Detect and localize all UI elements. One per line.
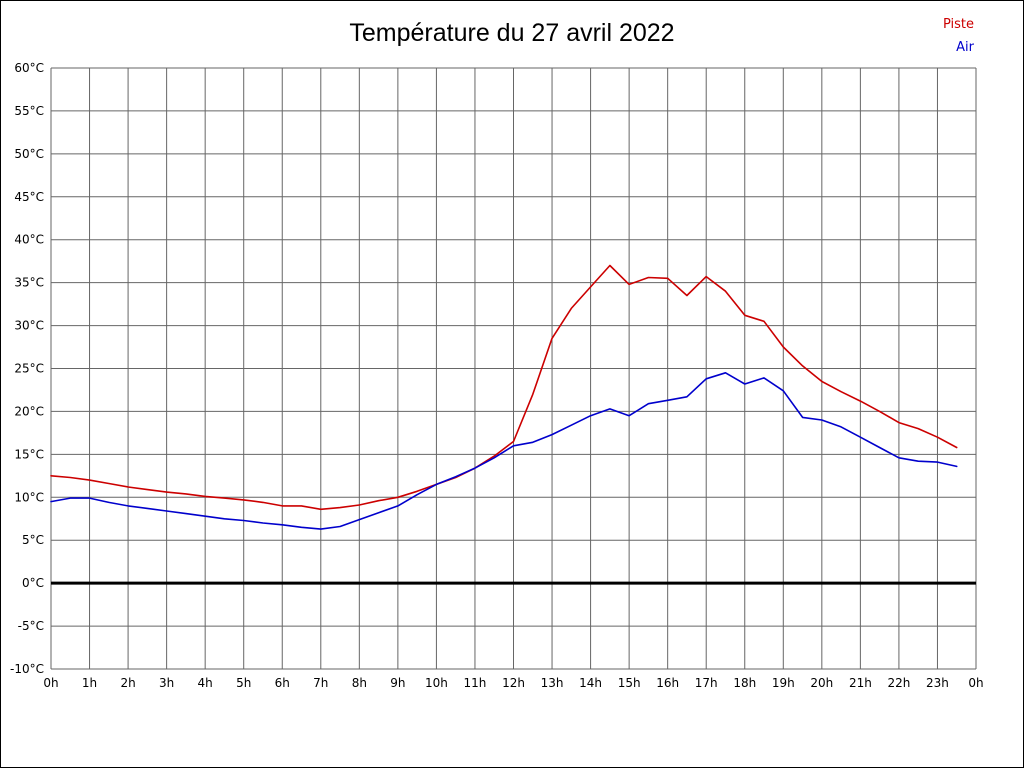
x-tick-label: 9h: [390, 676, 405, 690]
x-tick-label: 6h: [275, 676, 290, 690]
x-tick-label: 0h: [43, 676, 58, 690]
x-tick-label: 1h: [82, 676, 97, 690]
x-tick-label: 11h: [464, 676, 487, 690]
y-tick-label: 50°C: [14, 147, 44, 161]
x-tick-label: 7h: [313, 676, 328, 690]
legend-item-piste: Piste: [942, 17, 974, 32]
series-line-air: [50, 371, 958, 530]
chart-title: Température du 27 avril 2022: [349, 19, 675, 47]
y-tick-label: 10°C: [14, 490, 44, 504]
y-tick-label: 55°C: [14, 104, 44, 118]
y-tick-label: 0°C: [22, 576, 44, 590]
y-tick-label: 60°C: [14, 61, 44, 75]
x-tick-label: 4h: [198, 676, 213, 690]
x-tick-label: 14h: [579, 676, 602, 690]
y-tick-label: 25°C: [14, 362, 44, 376]
y-tick-label: 40°C: [14, 233, 44, 247]
y-tick-label: -5°C: [18, 619, 44, 633]
x-tick-label: 20h: [810, 676, 833, 690]
x-tick-label: 2h: [120, 676, 135, 690]
x-tick-label: 5h: [236, 676, 251, 690]
legend: Piste Air: [943, 13, 974, 59]
y-tick-label: -10°C: [10, 662, 44, 676]
y-tick-label: 15°C: [14, 447, 44, 461]
x-tick-label: 19h: [772, 676, 795, 690]
x-tick-label: 17h: [695, 676, 718, 690]
x-tick-label: 12h: [502, 676, 525, 690]
x-tick-label: 13h: [541, 676, 564, 690]
x-tick-label: 8h: [352, 676, 367, 690]
y-tick-label: 45°C: [14, 190, 44, 204]
y-tick-label: 30°C: [14, 319, 44, 333]
x-tick-label: 22h: [887, 676, 910, 690]
y-tick-label: 20°C: [14, 404, 44, 418]
x-tick-label: 18h: [733, 676, 756, 690]
y-tick-label: 5°C: [22, 533, 44, 547]
x-tick-label: 0h: [968, 676, 983, 690]
x-tick-label: 10h: [425, 676, 448, 690]
legend-item-air: Air: [956, 40, 974, 55]
x-tick-label: 15h: [618, 676, 641, 690]
x-tick-label: 3h: [159, 676, 174, 690]
x-tick-label: 16h: [656, 676, 679, 690]
x-tick-label: 21h: [849, 676, 872, 690]
x-tick-label: 23h: [926, 676, 949, 690]
series-line-piste: [50, 264, 958, 511]
y-tick-label: 35°C: [14, 276, 44, 290]
